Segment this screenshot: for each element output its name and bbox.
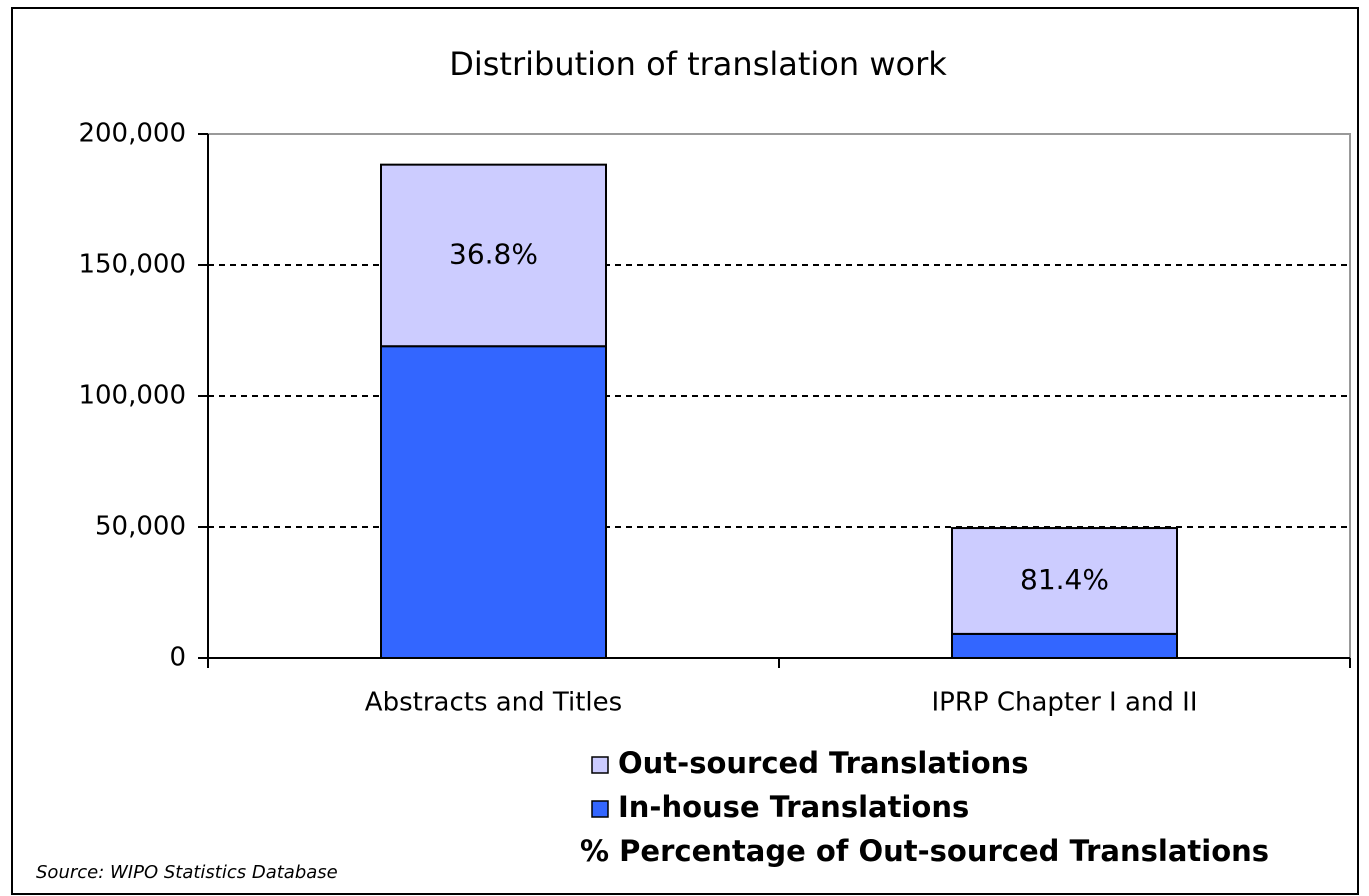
chart-title: Distribution of translation work	[449, 45, 947, 83]
x-tick-label: IPRP Chapter I and II	[931, 688, 1197, 718]
bar-segment	[380, 163, 607, 348]
source-note: Source: WIPO Statistics Database	[36, 862, 338, 883]
x-tick-label: Abstracts and Titles	[365, 688, 622, 718]
y-tick-label: 50,000	[95, 512, 186, 542]
legend-swatch	[591, 800, 609, 818]
bar-segment	[380, 345, 607, 659]
y-tick-label: 150,000	[78, 250, 186, 280]
bar-segment	[951, 527, 1178, 635]
legend-label: % Percentage of Out-sourced Translations	[580, 834, 1269, 868]
y-tick-label: 0	[169, 643, 186, 673]
plot-frame	[208, 133, 1351, 658]
y-tick-label: 100,000	[78, 381, 186, 411]
chart-border	[11, 7, 1359, 895]
bar-segment	[951, 632, 1178, 659]
y-tick-label: 200,000	[78, 119, 186, 149]
legend-label: Out-sourced Translations	[618, 746, 1029, 780]
percentage-label: 81.4%	[1020, 563, 1109, 596]
legend-swatch	[591, 756, 609, 774]
legend-label: In-house Translations	[618, 790, 969, 824]
percentage-label: 36.8%	[449, 237, 538, 270]
